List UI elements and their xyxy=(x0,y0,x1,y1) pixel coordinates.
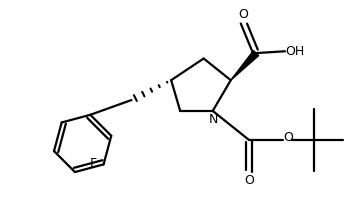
Polygon shape xyxy=(231,51,259,80)
Text: O: O xyxy=(238,8,248,21)
Text: O: O xyxy=(244,174,254,187)
Text: OH: OH xyxy=(285,45,305,58)
Text: N: N xyxy=(209,113,218,126)
Text: F: F xyxy=(90,157,97,170)
Text: O: O xyxy=(283,131,293,144)
